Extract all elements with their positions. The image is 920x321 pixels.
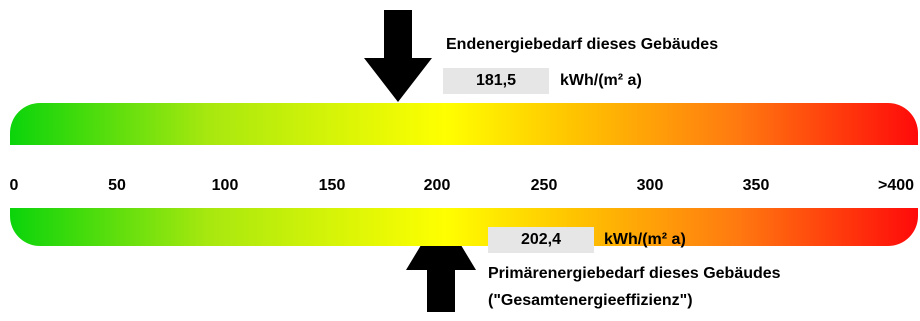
primary-energy-arrow: [406, 212, 476, 312]
scale-label-0: 0: [9, 177, 19, 194]
scale-label-350: 350: [742, 177, 770, 194]
scale-bar-bottom: [10, 208, 918, 246]
scale-label-100: 100: [211, 177, 239, 194]
primary-energy-caption-line2: ("Gesamtenergieeffizienz"): [488, 292, 693, 309]
primary-energy-value: 202,4: [488, 227, 594, 253]
scale-label-over-400: >400: [877, 177, 915, 194]
scale-label-50: 50: [108, 177, 126, 194]
primary-energy-caption-line1: Primärenergiebedarf dieses Gebäudes: [488, 265, 781, 282]
scale-label-250: 250: [530, 177, 558, 194]
scale-bar-top: [10, 103, 918, 145]
end-energy-caption: Endenergiebedarf dieses Gebäudes: [446, 36, 719, 53]
end-energy-unit: kWh/(m² a): [560, 72, 642, 89]
scale-label-200: 200: [423, 177, 451, 194]
end-energy-arrow: [364, 10, 432, 102]
primary-energy-unit: kWh/(m² a): [604, 231, 686, 248]
scale-label-150: 150: [318, 177, 346, 194]
scale-label-300: 300: [636, 177, 664, 194]
end-energy-value: 181,5: [443, 68, 549, 94]
